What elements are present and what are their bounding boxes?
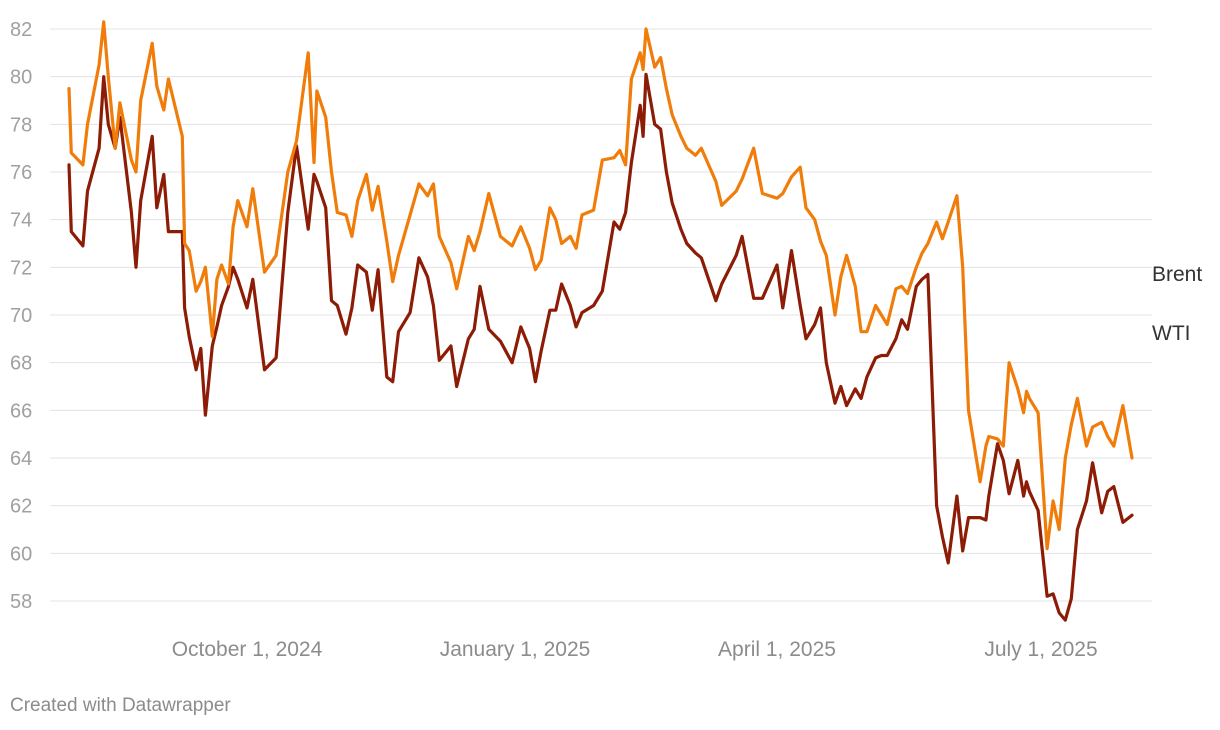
y-tick-label: 80: [10, 67, 32, 89]
y-tick-label: 74: [10, 210, 32, 232]
y-tick-label: 82: [10, 19, 32, 41]
y-tick-label: 68: [10, 353, 32, 375]
y-tick-label: 64: [10, 448, 32, 470]
y-tick-label: 66: [10, 400, 32, 422]
series-lines: [67, 20, 1134, 622]
y-tick-label: 58: [10, 591, 32, 613]
series-labels: Brent WTI: [1152, 263, 1202, 345]
x-axis-ticks: October 1, 2024 January 1, 2025 April 1, 2…: [172, 638, 1098, 661]
y-tick-label: 62: [10, 496, 32, 518]
x-tick-label: October 1, 2024: [172, 638, 323, 661]
y-tick-label: 60: [10, 543, 32, 565]
series-line-brent: [67, 20, 1134, 551]
series-label-brent: Brent: [1152, 263, 1202, 286]
y-tick-label: 70: [10, 305, 32, 327]
series-label-wti: WTI: [1152, 322, 1190, 345]
y-axis-ticks: 82 80 78 76 74 72 70 68 66 64 62 60 58: [10, 19, 32, 613]
x-tick-label: July 1, 2025: [984, 638, 1097, 661]
y-tick-label: 78: [10, 114, 32, 136]
x-tick-label: April 1, 2025: [718, 638, 836, 661]
series-line-wti: [67, 72, 1134, 622]
datawrapper-credit: Created with Datawrapper: [10, 695, 231, 716]
y-tick-label: 76: [10, 162, 32, 184]
y-tick-label: 72: [10, 257, 32, 279]
line-chart: 82 80 78 76 74 72 70 68 66 64 62 60 58 October 1, 20…: [10, 19, 1202, 661]
x-tick-label: January 1, 2025: [440, 638, 591, 661]
